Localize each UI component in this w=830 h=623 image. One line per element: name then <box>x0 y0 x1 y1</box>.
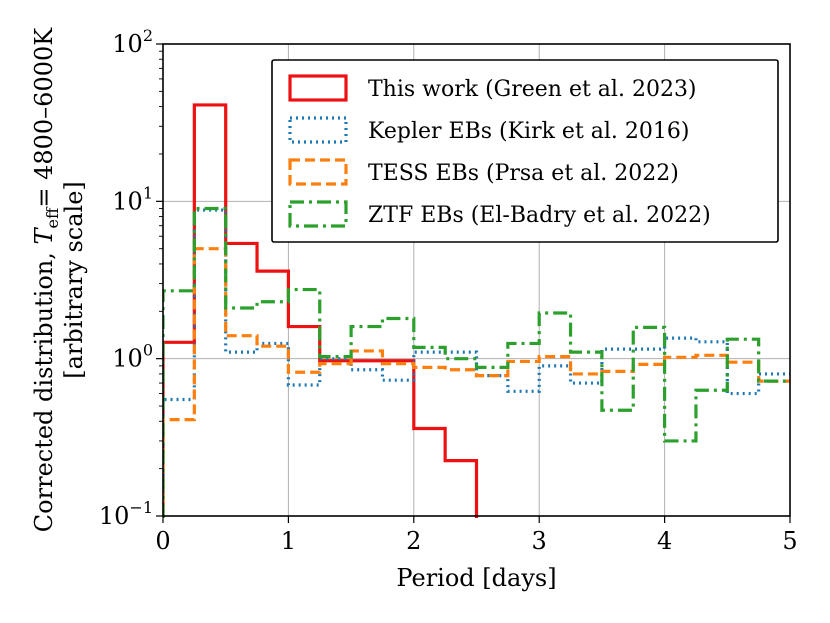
series-layer <box>163 103 790 518</box>
y-axis-label-scale: [arbitrary scale] <box>60 181 88 379</box>
ticks: 0 1 2 3 4 5 10−1 100 101 102 <box>99 26 798 555</box>
series-line <box>163 247 790 518</box>
y-axis-label: Corrected distribution, Teff= 4800–6000K <box>30 27 62 532</box>
x-tick-label: 4 <box>657 527 672 555</box>
x-tick-label: 3 <box>532 527 547 555</box>
legend-label: Kepler EBs (Kirk et al. 2016) <box>368 119 689 144</box>
legend-swatch <box>288 116 348 144</box>
series-line <box>163 208 790 518</box>
plot-frame <box>162 43 791 517</box>
y-label-suffix: = 4800–6000K <box>30 27 58 208</box>
y-label-t-sub: eff <box>43 206 62 228</box>
x-tick-label: 5 <box>782 527 797 555</box>
y-label-prefix: Corrected distribution, <box>30 244 58 532</box>
legend-box <box>271 59 779 243</box>
legend-label: This work (Green et al. 2023) <box>368 77 697 102</box>
x-tick-label: 2 <box>406 527 421 555</box>
x-tick-label: 1 <box>281 527 296 555</box>
legend-label: TESS EBs (Prsa et al. 2022) <box>368 161 679 186</box>
legend-swatch <box>288 74 348 102</box>
legend-swatch <box>288 200 348 228</box>
y-label-t: T <box>30 226 58 244</box>
x-tick-label: 0 <box>155 527 170 555</box>
legend-swatch <box>288 158 348 186</box>
y-tick-label: 101 <box>112 183 153 215</box>
y-tick-label: 10−1 <box>99 498 153 530</box>
y-tick-label: 100 <box>112 341 153 373</box>
legend-label: ZTF EBs (El-Badry et al. 2022) <box>368 203 711 228</box>
series-line <box>163 206 790 518</box>
x-axis-label: Period [days] <box>396 564 556 592</box>
y-tick-label: 102 <box>112 26 153 58</box>
legend: This work (Green et al. 2023) Kepler EBs … <box>271 59 779 243</box>
